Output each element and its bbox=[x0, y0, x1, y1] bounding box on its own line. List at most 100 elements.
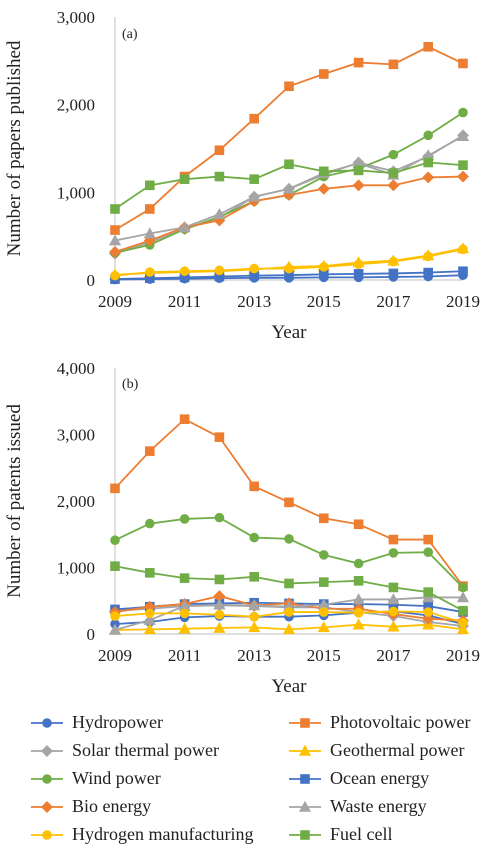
legend-marker-fuel-cell bbox=[300, 829, 310, 840]
fuel-cell-point bbox=[110, 204, 120, 214]
legend-key-ocean-energy bbox=[289, 773, 321, 784]
wind-power-point bbox=[249, 532, 260, 543]
legend-item-geothermal-power: Geothermal power bbox=[288, 738, 488, 763]
legend-marker-geothermal-power bbox=[298, 744, 312, 756]
x-tick-label: 2019 bbox=[446, 292, 480, 311]
x-axis-title: Year bbox=[271, 322, 307, 343]
panel-tag: (b) bbox=[122, 377, 139, 392]
legend-label: Solar thermal power bbox=[72, 740, 219, 760]
y-tick-label: 0 bbox=[87, 271, 96, 290]
photovoltaic-power-point bbox=[353, 519, 364, 530]
legend-key-photovoltaic-power bbox=[289, 717, 321, 728]
x-tick-label: 2013 bbox=[237, 292, 271, 311]
legend-marker-photovoltaic-power bbox=[300, 717, 310, 728]
wind-power-point bbox=[110, 535, 120, 546]
hydrogen-manufacturing-point bbox=[145, 608, 155, 619]
bio-energy-point bbox=[422, 171, 435, 184]
fuel-cell-point bbox=[179, 573, 190, 583]
geothermal-power-point bbox=[387, 620, 400, 632]
waste-energy-point bbox=[143, 613, 156, 625]
hydrogen-manufacturing-point bbox=[179, 266, 190, 277]
series-waste-energy bbox=[108, 591, 470, 635]
legend-key-waste-energy bbox=[289, 800, 321, 812]
legend-item-waste-energy: Waste energy bbox=[288, 794, 488, 819]
hydrogen-manufacturing-point bbox=[214, 609, 225, 620]
legend-item-wind-power: Wind power bbox=[30, 766, 288, 791]
wind-power-point bbox=[284, 534, 294, 544]
y-tick-label: 3,000 bbox=[57, 8, 95, 27]
wind-power-point bbox=[458, 582, 468, 593]
bio-energy-point bbox=[352, 179, 365, 192]
wind-power-point bbox=[388, 548, 399, 558]
hydrogen-manufacturing-point bbox=[284, 607, 294, 617]
legend: Hydropower Photovoltaic power Solar therma… bbox=[30, 710, 490, 847]
bio-energy-point bbox=[317, 182, 330, 195]
legend-item-fuel-cell: Fuel cell bbox=[288, 822, 488, 847]
x-axis-title: Year bbox=[271, 676, 307, 697]
ocean-energy-point bbox=[423, 267, 433, 278]
waste-energy-point bbox=[248, 599, 261, 611]
hydrogen-manufacturing-point bbox=[318, 262, 329, 272]
photovoltaic-power-point bbox=[110, 483, 120, 494]
hydrogen-manufacturing-point bbox=[458, 244, 468, 255]
series-bio-energy bbox=[109, 170, 469, 258]
y-tick-label: 1,000 bbox=[57, 559, 95, 578]
x-tick-label: 2011 bbox=[168, 292, 201, 311]
legend-marker-hydropower bbox=[42, 717, 52, 728]
photovoltaic-power-point bbox=[214, 145, 225, 156]
hydrogen-manufacturing-point bbox=[214, 265, 225, 276]
fuel-cell-point bbox=[144, 568, 155, 578]
hydrogen-manufacturing-point bbox=[423, 251, 434, 262]
hydrogen-manufacturing-point bbox=[353, 607, 364, 618]
geothermal-power-point bbox=[282, 623, 296, 635]
series-hydrogen-manufacturing bbox=[110, 244, 468, 281]
fuel-cell-point bbox=[284, 578, 294, 589]
legend-label: Ocean energy bbox=[330, 768, 430, 788]
legend-item-photovoltaic-power: Photovoltaic power bbox=[288, 710, 488, 735]
legend-key-fuel-cell bbox=[289, 829, 321, 840]
fuel-cell-point bbox=[284, 159, 294, 170]
ocean-energy-point bbox=[458, 266, 468, 277]
fuel-cell-point bbox=[423, 587, 433, 597]
bio-energy-point bbox=[457, 170, 469, 183]
photovoltaic-power-point bbox=[388, 534, 399, 545]
wind-power-point bbox=[145, 518, 155, 529]
waste-energy-point bbox=[108, 234, 122, 246]
bio-energy-point bbox=[387, 179, 400, 192]
legend-label: Photovoltaic power bbox=[330, 712, 471, 732]
series-fuel-cell bbox=[110, 561, 468, 616]
photovoltaic-power-point bbox=[249, 113, 260, 124]
legend-item-solar-thermal-power: Solar thermal power bbox=[30, 738, 288, 763]
fuel-cell-point bbox=[388, 168, 399, 178]
fuel-cell-point bbox=[353, 576, 364, 586]
hydrogen-manufacturing-point bbox=[388, 606, 399, 617]
waste-energy-point bbox=[143, 227, 156, 239]
x-tick-label: 2015 bbox=[307, 292, 341, 311]
series-geothermal-power bbox=[108, 618, 470, 635]
fuel-cell-point bbox=[423, 157, 433, 168]
legend-key-hydropower bbox=[31, 717, 63, 728]
photovoltaic-power-point bbox=[284, 81, 294, 92]
x-tick-label: 2017 bbox=[376, 646, 411, 665]
waste-energy-point bbox=[248, 190, 261, 202]
legend-label: Wind power bbox=[72, 768, 161, 788]
photovoltaic-power-point bbox=[110, 225, 120, 235]
y-tick-label: 0 bbox=[87, 625, 96, 644]
legend-key-geothermal-power bbox=[289, 744, 321, 756]
fuel-cell-point bbox=[144, 180, 155, 191]
legend-label: Bio energy bbox=[72, 796, 152, 816]
fuel-cell-point bbox=[458, 160, 468, 170]
y-tick-label: 3,000 bbox=[57, 426, 95, 445]
waste-energy-point bbox=[422, 591, 435, 603]
hydrogen-manufacturing-point bbox=[249, 611, 260, 622]
legend-key-hydrogen-manufacturing bbox=[31, 829, 63, 840]
photovoltaic-power-point bbox=[144, 204, 155, 214]
hydrogen-manufacturing-point bbox=[353, 259, 364, 270]
hydrogen-manufacturing-point bbox=[179, 608, 190, 619]
fuel-cell-point bbox=[318, 577, 329, 587]
series-photovoltaic-power bbox=[110, 42, 468, 235]
hydrogen-manufacturing-point bbox=[249, 263, 260, 274]
y-tick-label: 2,000 bbox=[57, 96, 95, 115]
fuel-cell-point bbox=[353, 165, 364, 176]
y-tick-label: 1,000 bbox=[57, 183, 95, 202]
